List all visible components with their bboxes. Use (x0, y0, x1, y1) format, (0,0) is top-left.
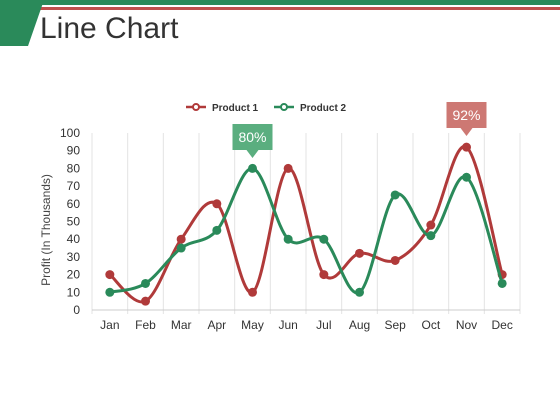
data-point (426, 231, 436, 241)
data-point (212, 199, 222, 209)
series-2 (105, 163, 507, 297)
x-tick-label: Mar (171, 318, 192, 332)
legend-item: Product 2 (274, 103, 347, 114)
series-layer (105, 142, 507, 306)
y-tick-label: 80 (67, 161, 81, 175)
x-tick-label: Apr (207, 318, 226, 332)
legend-label: Product 2 (300, 103, 347, 114)
y-tick-label: 90 (67, 144, 81, 158)
data-point (462, 142, 471, 152)
x-tick-label: Jan (100, 318, 119, 332)
legend: Product 1 Product 2 (186, 103, 347, 114)
callout: 80% (232, 124, 273, 158)
x-tick-label: Aug (349, 318, 370, 332)
data-point (283, 234, 293, 244)
callout: 92% (446, 102, 487, 136)
y-tick-label: 20 (67, 268, 81, 282)
data-point (355, 248, 364, 258)
y-tick-label: 10 (67, 285, 81, 299)
y-tick-label: 50 (67, 215, 81, 229)
data-point (141, 278, 150, 288)
y-axis-label: Profit (In Thousands) (39, 174, 53, 286)
data-point (283, 163, 293, 173)
data-point (248, 163, 257, 173)
y-tick-label: 70 (67, 179, 81, 193)
x-tick-label: Oct (421, 318, 440, 332)
top-bar-green (0, 0, 560, 5)
y-tick-label: 60 (67, 197, 81, 211)
callout-label: 80% (238, 129, 266, 145)
data-point (319, 234, 329, 244)
callout-shape (232, 124, 273, 158)
data-point (462, 172, 471, 182)
callout-shape (446, 102, 487, 136)
top-bar-red (40, 7, 560, 10)
data-point (319, 270, 329, 280)
x-tick-label: Jun (278, 318, 297, 332)
x-tick-label: Feb (135, 318, 156, 332)
data-point (176, 234, 186, 244)
axis-layer: 0 10 20 30 40 50 60 70 80 90 100 Jan Feb Mar Apr May Jun… (60, 126, 520, 332)
y-tick-label: 0 (73, 303, 80, 317)
x-tick-label: Jul (316, 318, 331, 332)
x-tick-label: Dec (491, 318, 512, 332)
legend-swatch-marker (192, 103, 200, 111)
y-tick-label: 40 (67, 232, 81, 246)
data-point (390, 255, 400, 265)
legend-item: Product 1 (186, 103, 259, 114)
data-point (105, 270, 115, 280)
data-point (426, 220, 436, 230)
x-tick-label: Nov (456, 318, 477, 332)
slide-title: Line Chart (40, 12, 179, 45)
data-point (248, 287, 257, 297)
data-point (497, 278, 507, 288)
data-point (176, 243, 186, 253)
legend-label: Product 1 (212, 103, 259, 114)
data-point (390, 190, 400, 200)
callout-label: 92% (452, 107, 480, 123)
data-point (105, 287, 115, 297)
data-point (141, 296, 150, 306)
y-tick-label: 30 (67, 250, 81, 264)
x-tick-label: May (241, 318, 264, 332)
data-point (355, 287, 364, 297)
annotation-layer: 80% 92% (232, 102, 487, 158)
corner-tab (0, 0, 44, 46)
y-tick-label: 100 (60, 126, 80, 140)
legend-swatch-marker (280, 103, 288, 111)
x-tick-label: Sep (384, 318, 406, 332)
data-point (212, 225, 222, 235)
